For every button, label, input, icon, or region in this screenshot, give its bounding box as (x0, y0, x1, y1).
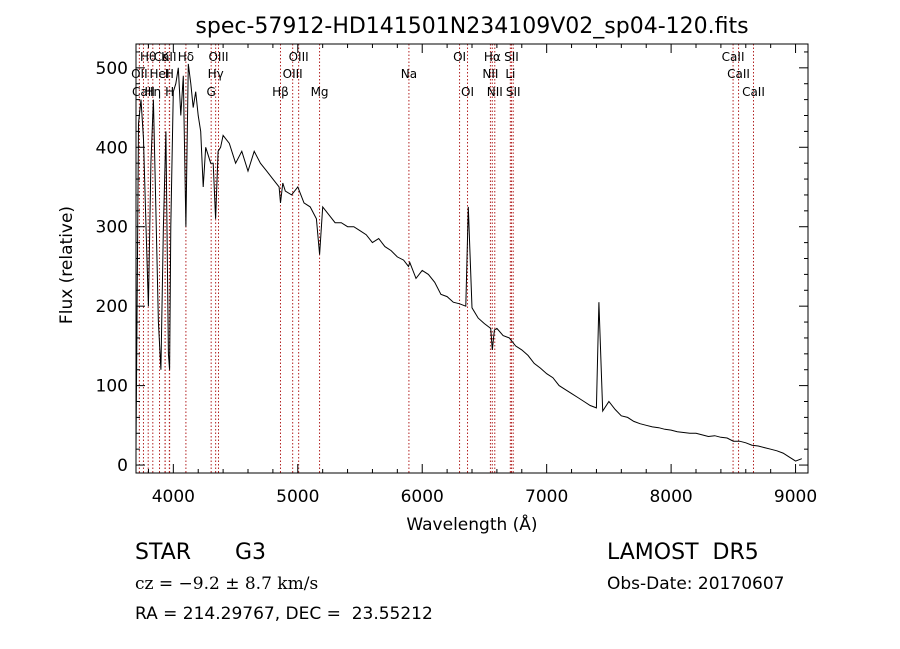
line-marker-label: CaII (722, 50, 745, 64)
line-marker-label: CaII (742, 85, 765, 99)
observation-date: Obs-Date: 20170607 (607, 574, 785, 594)
x-tick-label: 8000 (649, 487, 692, 507)
x-tick-label: 7000 (525, 487, 568, 507)
line-markers (138, 44, 754, 473)
line-marker-label: K (161, 50, 170, 64)
y-tick-label: 100 (96, 377, 128, 397)
object-type: STAR (135, 540, 192, 565)
x-axis: 4000 5000 6000 7000 8000 9000 (147, 44, 817, 507)
line-marker-label: Li (505, 67, 515, 81)
line-marker-label: Hβ (272, 85, 289, 99)
x-tick-label: 6000 (401, 487, 444, 507)
y-tick-label: 200 (96, 297, 128, 317)
line-marker-label: SII (504, 50, 519, 64)
line-marker-label: OI (461, 85, 474, 99)
line-marker-label: OIII (283, 67, 303, 81)
plot-frame (135, 43, 809, 474)
line-marker-label: SII (506, 85, 521, 99)
line-marker-label: Mg (311, 85, 329, 99)
redshift-value: cz = −9.2 ± 8.7 km/s (135, 574, 319, 594)
line-marker-label: CaII (132, 85, 155, 99)
coordinates: RA = 214.29767, DEC = 23.55212 (135, 604, 433, 624)
line-marker-label: Hη (144, 85, 161, 99)
line-marker-label: G (207, 85, 216, 99)
line-marker-label: CaII (154, 50, 177, 64)
line-marker-label: CaII (727, 67, 750, 81)
line-marker-label: OIII (208, 50, 228, 64)
line-marker-label: Hα (484, 50, 501, 64)
spectral-subclass: G3 (235, 540, 267, 565)
line-marker-label: OII (131, 67, 148, 81)
y-tick-label: 400 (96, 138, 128, 158)
y-axis-label: Flux (relative) (57, 206, 77, 324)
chart-title: spec-57912-HD141501N234109V02_sp04-120.f… (195, 14, 748, 39)
x-tick-label: 9000 (774, 487, 817, 507)
line-marker-label: NII (482, 67, 498, 81)
y-axis: 0 100 200 300 400 500 (96, 51, 808, 476)
y-tick-label: 0 (117, 456, 128, 476)
spectrum-line (135, 63, 802, 462)
y-tick-label: 500 (96, 59, 128, 79)
y-tick-label: 300 (96, 218, 128, 238)
x-tick-label: 4000 (152, 487, 195, 507)
line-marker-label: Na (401, 67, 417, 81)
survey-name: LAMOST DR5 (607, 540, 759, 565)
line-marker-label: Hθ (140, 50, 156, 64)
line-marker-label: Hγ (208, 67, 224, 81)
line-marker-label: OI (453, 50, 466, 64)
line-marker-label: H (165, 85, 174, 99)
line-marker-label: Hδ (178, 50, 194, 64)
line-marker-label: OIII (289, 50, 309, 64)
x-axis-label: Wavelength (Å) (406, 513, 537, 535)
line-marker-label: NII (487, 85, 503, 99)
line-marker-label: HeI (150, 67, 170, 81)
x-tick-label: 5000 (276, 487, 319, 507)
line-marker-label: H (165, 67, 174, 81)
